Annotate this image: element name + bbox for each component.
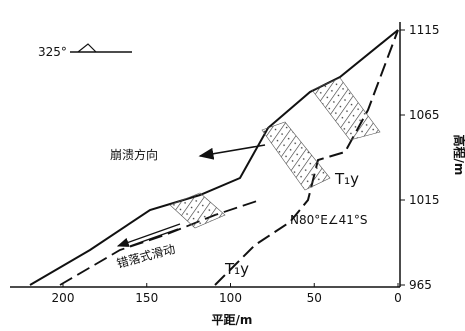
slope-surface [30,30,398,285]
slide-type-label: 错落式滑动 [115,242,177,271]
formation-label: T₁y [224,260,249,278]
rock-block [312,78,380,140]
y-tick-label: 1065 [409,108,440,122]
y-tick-label: 1015 [409,193,440,207]
y-tick-label: 965 [409,278,432,292]
x-tick-label: 50 [307,291,322,305]
diagram: 325° 崩溃方向 T₁y T₁y N80°E∠41°S 错落式滑动 平距/m … [0,0,465,331]
x-tick-label: 200 [52,291,75,305]
dip-symbol [78,44,96,52]
azimuth-label: 325° [38,45,67,59]
rock-block [170,193,225,228]
x-tick-label: 150 [135,291,158,305]
formation-label: T₁y [334,170,359,188]
y-tick-label: 1115 [409,23,440,37]
y-axis-title: 高程/m [452,135,465,176]
direction-label: 崩溃方向 [110,147,158,162]
rock-block [262,122,330,190]
attitude-label: N80°E∠41°S [290,213,367,227]
x-axis-title: 平距/m [212,313,253,327]
x-tick-label: 0 [394,291,402,305]
x-tick-label: 100 [219,291,242,305]
